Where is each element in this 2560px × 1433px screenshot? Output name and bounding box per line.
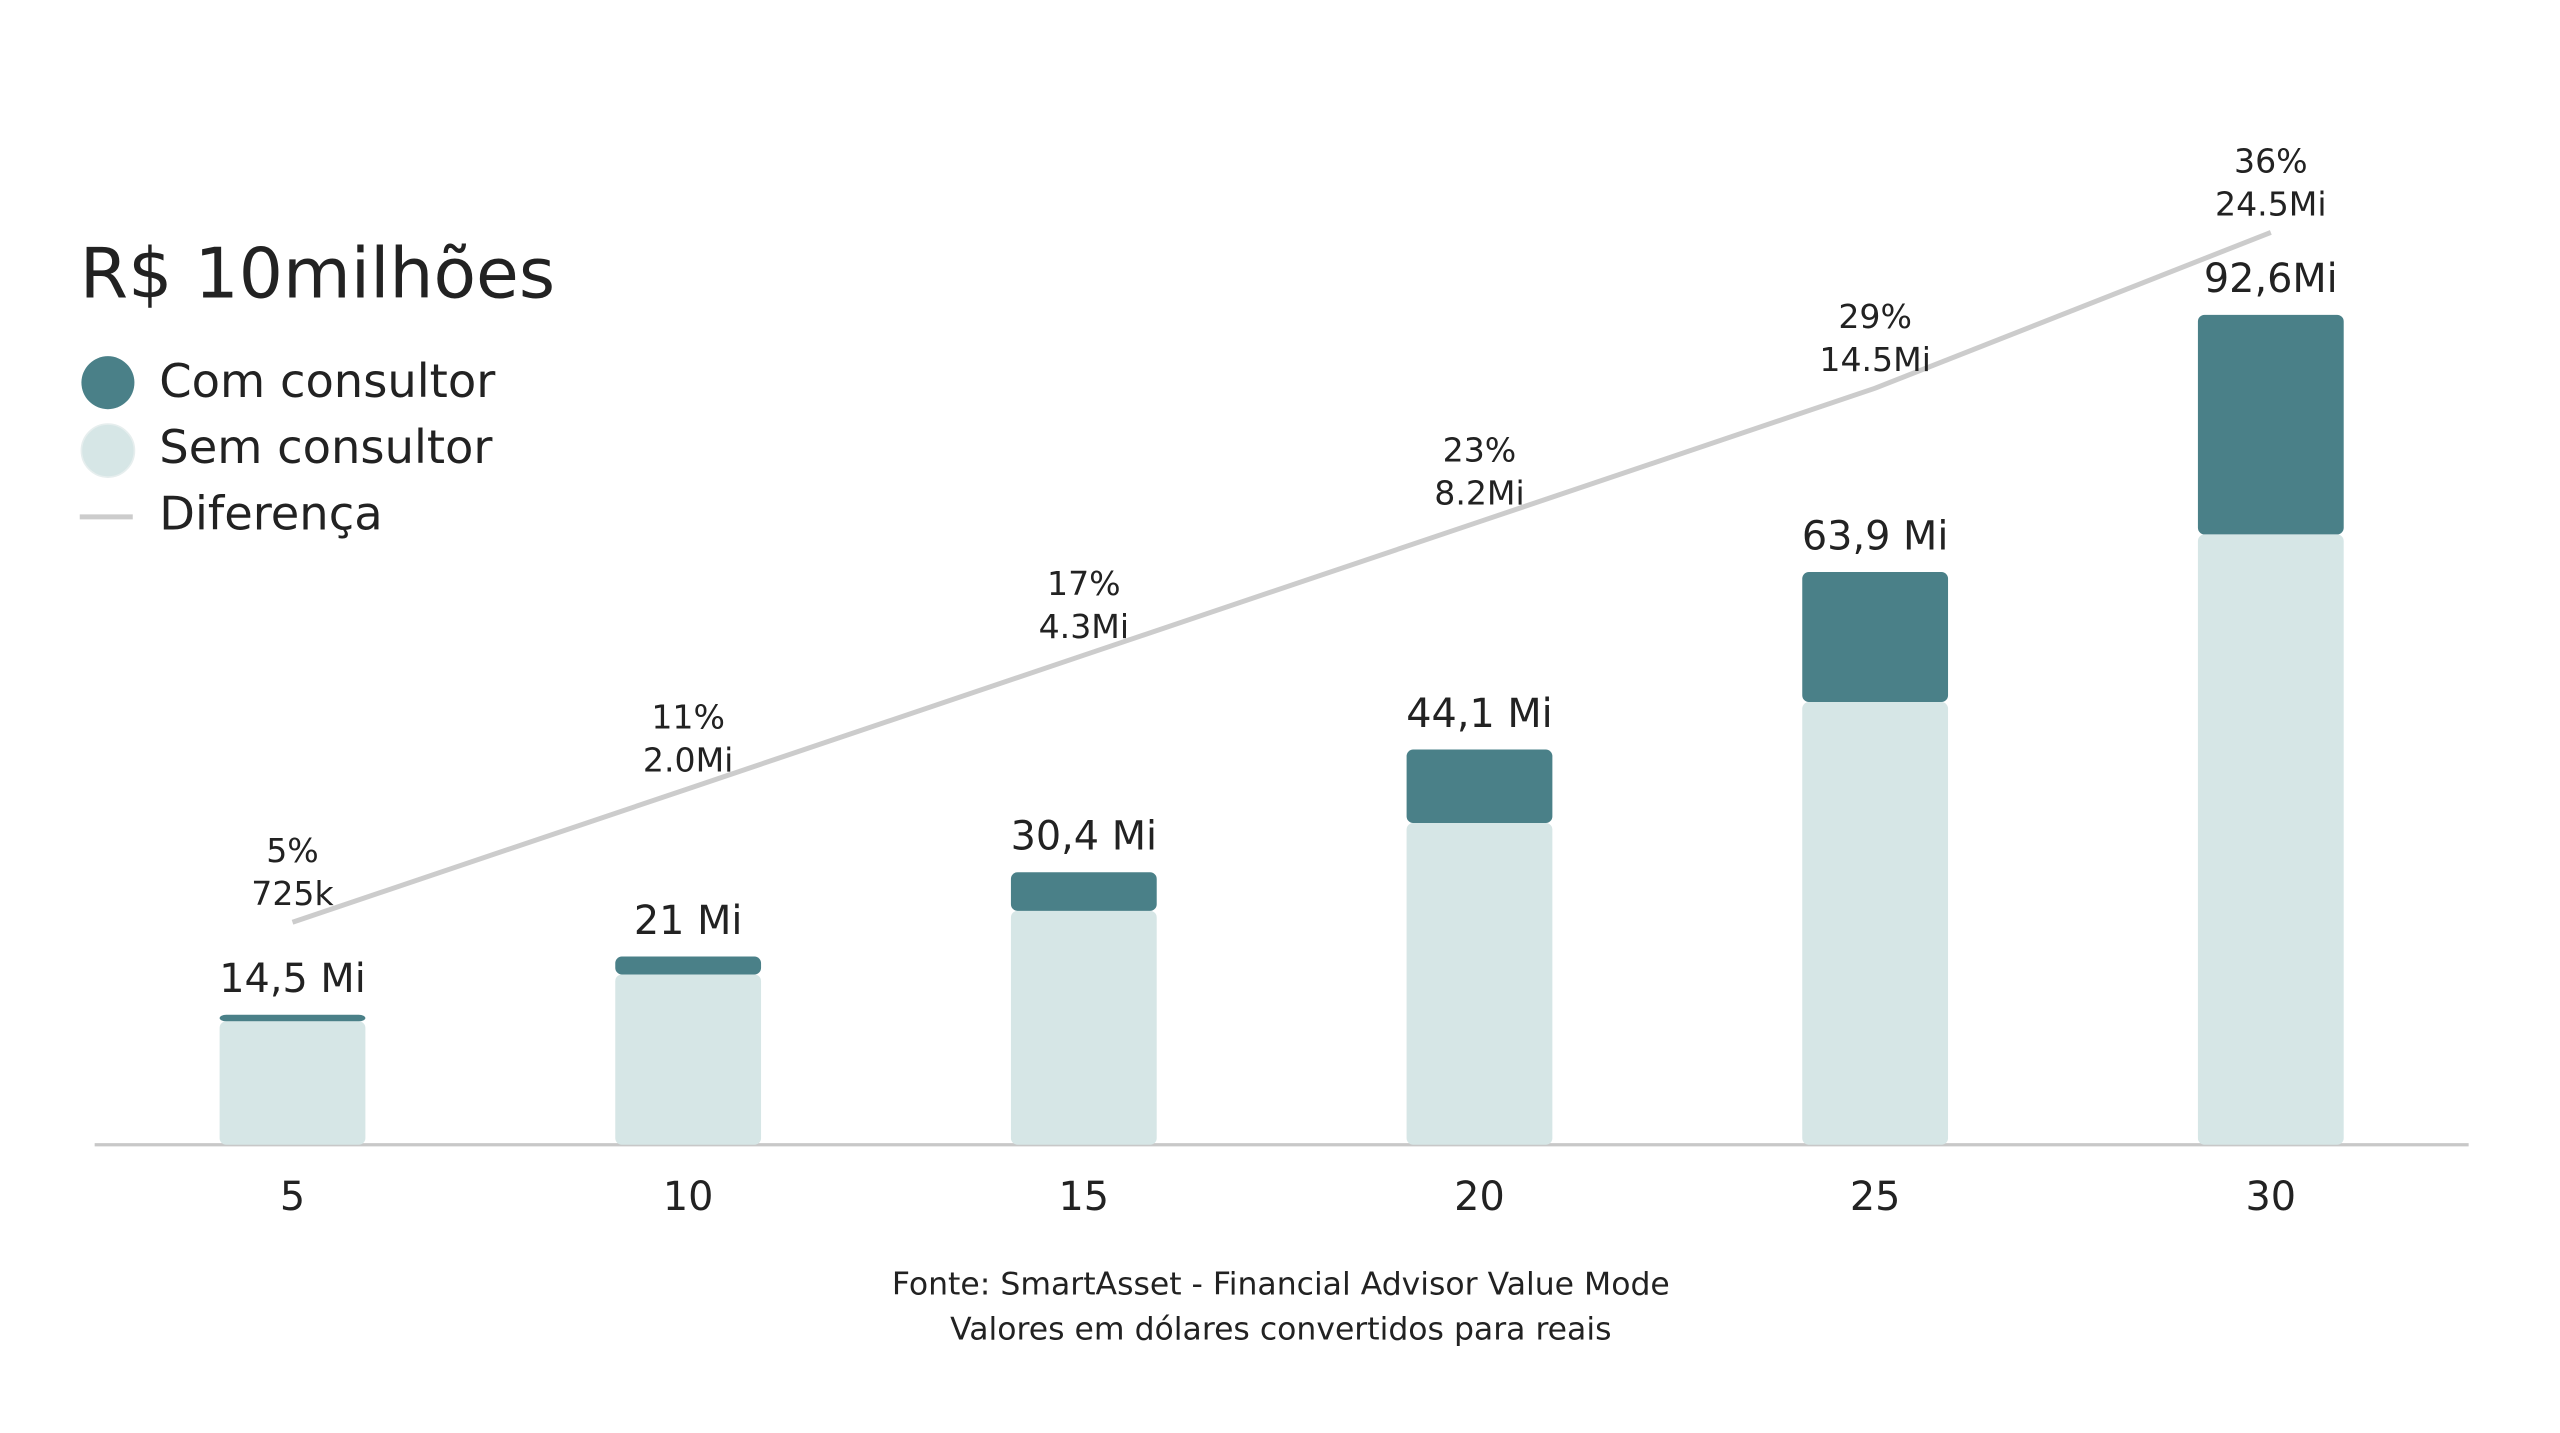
total-label: 21 Mi <box>634 898 743 944</box>
difference-percent: 29% <box>1838 297 1912 336</box>
difference-amount: 14.5Mi <box>1819 340 1931 379</box>
bar-segment <box>1802 701 1949 1145</box>
difference-amount: 2.0Mi <box>643 741 733 780</box>
bar-segment <box>219 1014 366 1022</box>
source-note: Valores em dólares convertidos para reai… <box>950 1311 1611 1347</box>
difference-line <box>291 230 2272 925</box>
total-label: 63,9 Mi <box>1802 513 1948 559</box>
bar-segment <box>1010 910 1157 1145</box>
x-tick-label: 20 <box>1454 1174 1505 1220</box>
difference-percent: 17% <box>1047 564 1121 603</box>
difference-amount: 8.2Mi <box>1434 474 1524 513</box>
difference-amount: 4.3Mi <box>1039 607 1129 646</box>
x-tick-label: 30 <box>2246 1174 2297 1220</box>
bar-segment <box>1802 572 1949 702</box>
difference-amount: 24.5Mi <box>2215 184 2327 223</box>
total-label: 44,1 Mi <box>1406 691 1552 737</box>
legend-label: Diferença <box>159 486 382 540</box>
bar-segment <box>615 974 762 1145</box>
legend-label: Com consultor <box>159 354 496 408</box>
difference-percent: 36% <box>2234 141 2308 180</box>
bar-segment <box>2197 314 2344 535</box>
x-tick-label: 5 <box>280 1174 305 1220</box>
bar-segment <box>1010 872 1157 911</box>
chart-title: R$ 10milhões <box>80 233 555 314</box>
bar-segment <box>1406 749 1553 823</box>
legend-label: Sem consultor <box>159 420 493 474</box>
difference-percent: 5% <box>266 831 319 870</box>
x-tick-label: 25 <box>1850 1174 1901 1220</box>
bar-segment <box>1406 822 1553 1145</box>
bar-segment <box>615 956 762 975</box>
difference-amount: 725k <box>251 874 334 913</box>
total-label: 14,5 Mi <box>219 956 365 1002</box>
bar-segment <box>219 1021 366 1145</box>
bar-segment <box>2197 534 2344 1145</box>
total-label: 30,4 Mi <box>1011 814 1157 860</box>
legend-swatch <box>81 356 135 410</box>
legend-swatch <box>80 423 136 478</box>
difference-percent: 23% <box>1443 431 1517 470</box>
total-label: 92,6Mi <box>2204 256 2338 302</box>
difference-percent: 11% <box>651 698 725 737</box>
source-note: Fonte: SmartAsset - Financial Advisor Va… <box>892 1267 1670 1303</box>
x-tick-label: 10 <box>663 1174 714 1220</box>
x-tick-label: 15 <box>1059 1174 1110 1220</box>
